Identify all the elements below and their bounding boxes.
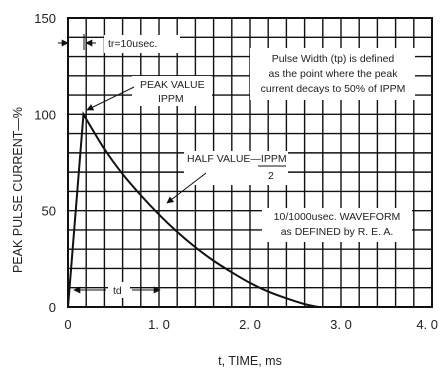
waveform-curve (67, 111, 319, 308)
peak-symbol-label: IPPM (158, 93, 184, 105)
tr-box (104, 35, 180, 53)
x-tick-label: 2. 0 (239, 317, 261, 332)
peak-value-label: PEAK VALUE (140, 79, 205, 91)
half-value-label: HALF VALUE—IPPM (187, 153, 287, 165)
y-axis-label: PEAK PULSE CURRENT—% (11, 107, 25, 273)
half-value-arrow (166, 172, 207, 204)
y-tick-label: 50 (42, 204, 56, 219)
peak-arrow (86, 86, 135, 111)
plot-frame (67, 17, 433, 308)
tr-label: tr=10usec. (108, 38, 157, 50)
x-tick-label: 0 (64, 317, 71, 332)
waveform-note-box (262, 208, 412, 242)
pulse-width-note-line-1: Pulse Width (tp) is defined (272, 53, 395, 65)
td-label: td (113, 285, 122, 297)
y-tick-label: 100 (34, 107, 56, 122)
waveform-note-line-2: as DEFINED by R. E. A. (281, 226, 394, 238)
pulse-width-note-line-2: as the point where the peak (268, 68, 398, 80)
y-tick-label: 0 (49, 300, 56, 315)
pulse-width-note-line-3: current decays to 50% of IPPM (261, 83, 406, 95)
pulse-width-note-box (250, 48, 415, 100)
y-tick-label: 150 (34, 11, 56, 26)
half-value-denominator: 2 (268, 170, 274, 182)
td-box (108, 282, 130, 298)
peak-value-box (132, 76, 212, 106)
x-axis-label: t, TIME, ms (218, 354, 282, 368)
waveform-note-line-1: 10/1000usec. WAVEFORM (274, 211, 401, 223)
x-tick-label: 4. 0 (416, 317, 438, 332)
y-tick-labels: 0 50 100 150 (34, 11, 56, 315)
half-value-box (184, 151, 288, 185)
x-tick-label: 3. 0 (330, 317, 352, 332)
x-tick-label: 1. 0 (148, 317, 170, 332)
x-tick-labels: 0 1. 0 2. 0 3. 0 4. 0 (64, 317, 438, 332)
